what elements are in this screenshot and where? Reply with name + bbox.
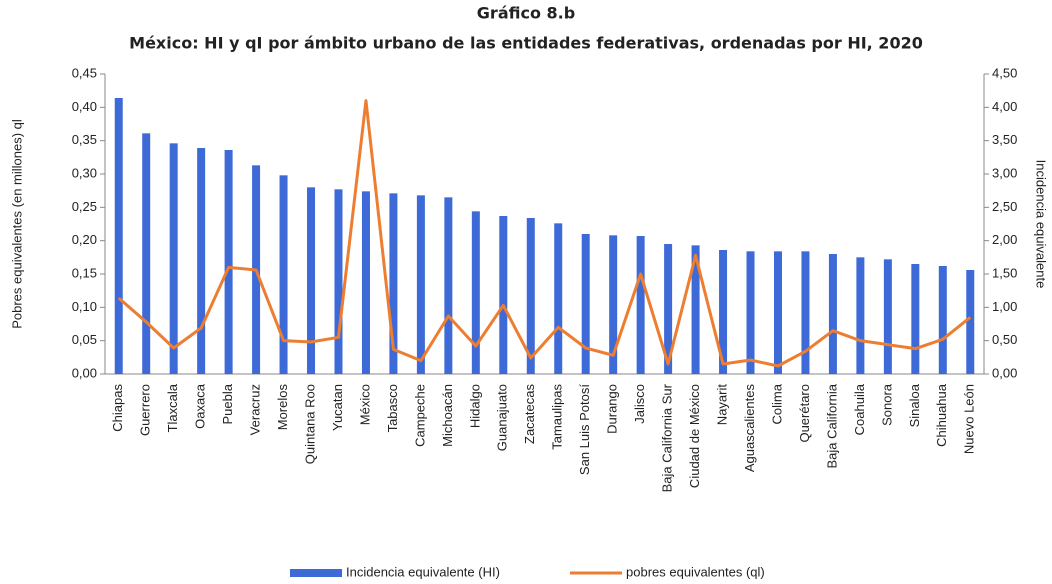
x-tick-label: Coahuila <box>852 383 867 435</box>
x-tick-label: Baja California <box>824 383 839 468</box>
x-tick-label: Quintana Roo <box>302 384 317 464</box>
bar <box>773 251 782 374</box>
x-tick-label: Guerrero <box>138 384 153 436</box>
y-axis-label: Pobres equivalentes (en millones) ql <box>9 119 24 329</box>
bar <box>334 189 343 374</box>
y2-tick-label: 1,00 <box>992 299 1017 314</box>
x-tick-label: Aguascalientes <box>742 384 757 473</box>
x-tick-label: Zacatecas <box>522 384 537 444</box>
bar <box>197 148 206 374</box>
bar <box>471 211 480 374</box>
bar <box>361 191 370 374</box>
x-tick-label: Morelos <box>275 384 290 431</box>
x-tick-label: Tamaulipas <box>550 384 565 450</box>
y2-tick-label: 4,50 <box>992 65 1017 80</box>
y-tick-label: 0,45 <box>72 65 97 80</box>
line <box>117 99 972 368</box>
x-tick-label: Chihuahua <box>934 383 949 447</box>
bar <box>664 244 673 374</box>
x-tick-label: Sonora <box>879 383 894 426</box>
bar <box>966 270 975 374</box>
x-tick-label: Durango <box>605 384 620 434</box>
bar <box>883 259 892 374</box>
bar <box>581 234 590 374</box>
x-tick-label: San Luis Potosí <box>577 384 592 475</box>
bar <box>499 216 508 374</box>
chart-subtitle: México: HI y qI por ámbito urbano de las… <box>129 34 923 53</box>
y2-tick-label: 0,00 <box>992 365 1017 380</box>
x-tick-label: Guanajuato <box>495 384 510 451</box>
legend-label: Incidencia equivalente (HI) <box>346 564 500 579</box>
bar <box>609 235 618 374</box>
bar <box>307 187 316 374</box>
x-tick-label: Puebla <box>220 383 235 424</box>
bar <box>691 245 700 374</box>
x-tick-label: Nuevo León <box>962 384 977 454</box>
bar <box>444 197 453 374</box>
bar <box>554 223 563 374</box>
x-tick-label: Sinaloa <box>907 383 922 427</box>
y2-tick-label: 1,50 <box>992 265 1017 280</box>
legend-label: pobres equivalentes (ql) <box>626 564 765 579</box>
y-tick-label: 0,05 <box>72 332 97 347</box>
x-tick-label: Yucatan <box>330 384 345 431</box>
y-tick-label: 0,00 <box>72 365 97 380</box>
y-tick-label: 0,15 <box>72 265 97 280</box>
x-tick-label: Oaxaca <box>193 383 208 429</box>
x-tick-label: Nayarit <box>714 384 729 426</box>
bar <box>746 251 755 374</box>
x-tick-label: Tabasco <box>385 384 400 432</box>
bar <box>114 98 123 374</box>
y2-tick-label: 2,00 <box>992 232 1017 247</box>
y-tick-label: 0,10 <box>72 299 97 314</box>
x-tick-label: Tlaxcala <box>165 383 180 432</box>
bar <box>938 266 947 374</box>
y-tick-label: 0,20 <box>72 232 97 247</box>
bar <box>801 251 810 374</box>
bar <box>279 175 288 374</box>
y-tick-label: 0,40 <box>72 99 97 114</box>
y2-tick-label: 4,00 <box>992 99 1017 114</box>
x-tick-label: Campeche <box>412 384 427 447</box>
y2-tick-label: 3,50 <box>992 132 1017 147</box>
x-tick-label: Colima <box>769 383 784 424</box>
x-tick-label: Baja California Sur <box>660 383 675 492</box>
bar <box>142 133 151 374</box>
y-tick-label: 0,30 <box>72 165 97 180</box>
bar <box>389 193 398 374</box>
y-tick-label: 0,35 <box>72 132 97 147</box>
bar <box>169 143 178 374</box>
x-tick-label: Chiapas <box>110 384 125 432</box>
bar <box>719 250 728 374</box>
y2-tick-label: 2,50 <box>992 199 1017 214</box>
x-tick-label: Veracruz <box>248 384 263 435</box>
x-tick-label: México <box>357 384 372 425</box>
x-tick-label: Querétaro <box>797 384 812 443</box>
y2-tick-label: 3,00 <box>992 165 1017 180</box>
bar <box>911 264 920 374</box>
bar <box>416 195 425 374</box>
x-tick-label: Michoacán <box>440 384 455 447</box>
bar <box>526 218 535 374</box>
bar <box>636 236 645 374</box>
chart-title: Gráfico 8.b <box>477 4 575 23</box>
x-tick-label: Ciudad de México <box>687 384 702 488</box>
x-tick-label: Jalisco <box>632 384 647 424</box>
bar <box>828 254 837 374</box>
bar <box>856 257 865 374</box>
y-tick-label: 0,25 <box>72 199 97 214</box>
legend-swatch <box>290 569 342 577</box>
y2-axis-label: Incidencia equivalente <box>1034 160 1049 289</box>
x-tick-label: Hidalgo <box>467 384 482 428</box>
bar <box>224 150 233 374</box>
y2-tick-label: 0,50 <box>992 332 1017 347</box>
